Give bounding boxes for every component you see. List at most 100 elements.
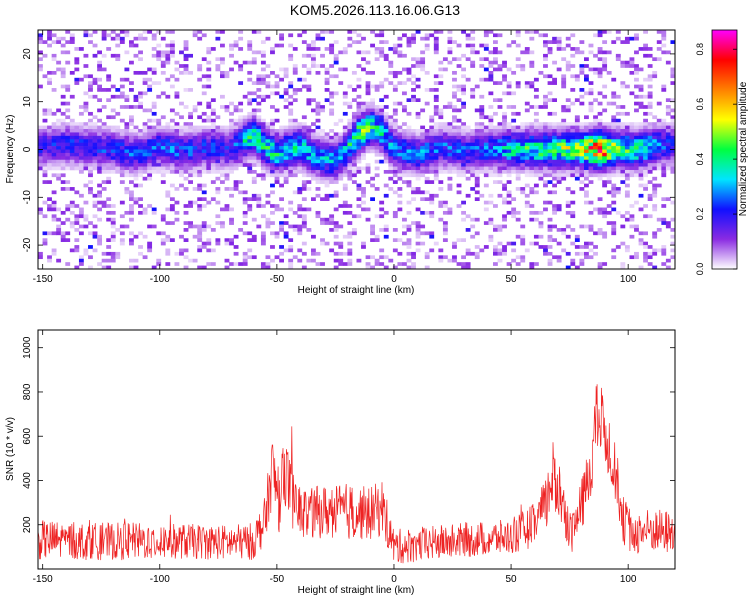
spectrogram-cell	[215, 163, 221, 167]
spectrogram-cell	[92, 234, 98, 239]
spectrogram-cell	[656, 125, 662, 130]
spectrogram-cell	[547, 173, 553, 178]
spectrogram-cell	[511, 156, 517, 161]
spectrogram-cell	[297, 258, 303, 263]
spectrogram-cell	[215, 190, 221, 195]
spectrogram-cell	[78, 214, 84, 219]
spectrogram-cell	[361, 149, 366, 154]
spectrogram-cell	[151, 169, 157, 174]
spectrogram-cell	[515, 163, 521, 167]
spectrogram-cell	[201, 33, 207, 38]
spectrogram-cell	[279, 77, 284, 82]
spectrogram-cell	[256, 142, 262, 147]
spectrogram-cell	[220, 146, 225, 150]
spectrogram-cell	[388, 47, 394, 51]
spectrogram-cell	[429, 152, 435, 157]
spectrogram-cell	[183, 47, 189, 51]
spectrogram-cell	[165, 262, 171, 266]
spectrogram-cell	[97, 77, 102, 82]
spectrogram-cell	[438, 180, 444, 184]
spectrogram-cell	[315, 176, 321, 181]
spectrogram-cell	[183, 129, 189, 133]
spectrogram-cell	[74, 122, 80, 126]
spectrogram-cell	[101, 135, 107, 140]
spectrogram-cell	[60, 84, 66, 89]
spectrogram-cell	[311, 142, 316, 147]
spectrogram-cell	[97, 234, 102, 239]
spectrogram-cell	[402, 149, 407, 154]
spectrogram-cell	[424, 190, 430, 195]
spectrogram-cell	[183, 210, 189, 215]
spectrogram-cell	[188, 163, 193, 167]
spectrogram-cell	[329, 173, 335, 178]
spectrogram-cell	[306, 207, 312, 212]
spectrogram-cell	[433, 105, 439, 109]
spectrogram-cell	[119, 166, 125, 171]
spectrogram-cell	[56, 166, 62, 171]
spectrogram-cell	[165, 142, 171, 147]
x-tick-label: 100	[620, 574, 637, 585]
spectrogram-cell	[538, 169, 544, 174]
spectrogram-cell	[97, 200, 102, 205]
spectrogram-cell	[624, 40, 630, 44]
spectrogram-cell	[643, 156, 648, 161]
spectrogram-cell	[83, 217, 89, 222]
spectrogram-cell	[538, 105, 544, 109]
spectrogram-cell	[584, 245, 589, 249]
spectrogram-cell	[47, 258, 52, 263]
spectrogram-cell	[438, 122, 444, 126]
spectrogram-cell	[515, 125, 521, 130]
spectrogram-cell	[524, 81, 530, 85]
spectrogram-cell	[406, 156, 412, 161]
spectrogram-cell	[283, 146, 289, 150]
spectrogram-cell	[447, 60, 453, 65]
spectrogram-cell	[493, 47, 498, 51]
spectrogram-cell	[301, 152, 307, 157]
spectrogram-cell	[142, 108, 148, 113]
spectrogram-cell	[524, 135, 530, 140]
spectrogram-cell	[229, 156, 234, 161]
spectrogram-cell	[356, 183, 362, 188]
spectrogram-cell	[97, 193, 102, 198]
spectrogram-cell	[65, 180, 71, 184]
spectrogram-cell	[584, 57, 589, 62]
spectrogram-cell	[402, 139, 407, 143]
spectrogram-cell	[538, 135, 544, 140]
spectrogram-cell	[420, 156, 426, 161]
spectrogram-cell	[611, 255, 617, 260]
spectrogram-cell	[392, 210, 398, 215]
spectrogram-cell	[429, 231, 435, 236]
spectrogram-cell	[320, 176, 325, 181]
spectrogram-cell	[333, 173, 339, 178]
spectrogram-cell	[515, 210, 521, 215]
spectrogram-cell	[138, 139, 143, 143]
spectrogram-cell	[210, 118, 216, 123]
spectrogram-cell	[506, 81, 512, 85]
spectrogram-cell	[652, 193, 658, 198]
spectrogram-cell	[438, 163, 444, 167]
spectrogram-cell	[547, 190, 553, 195]
y-tick-label: 800	[22, 383, 33, 400]
spectrogram-cell	[402, 217, 407, 222]
spectrogram-cell	[552, 132, 557, 137]
spectrogram-cell	[256, 149, 262, 154]
spectrogram-cell	[329, 214, 335, 219]
spectrogram-cell	[515, 129, 521, 133]
spectrogram-cell	[388, 118, 394, 123]
spectrogram-cell	[265, 255, 271, 260]
spectrogram-cell	[311, 43, 316, 48]
spectrogram-cell	[661, 204, 667, 208]
spectrogram-cell	[333, 60, 339, 65]
spectrogram-cell	[215, 159, 221, 164]
spectrogram-cell	[233, 234, 239, 239]
spectrogram-cell	[411, 152, 416, 157]
spectrogram-cell	[329, 180, 335, 184]
spectrogram-cell	[238, 115, 244, 120]
spectrogram-cell	[69, 221, 75, 225]
spectrogram-cell	[233, 159, 239, 164]
spectrogram-cell	[402, 231, 407, 236]
spectrogram-cell	[470, 173, 476, 178]
spectrogram-cell	[124, 142, 130, 147]
spectrogram-cell	[51, 204, 57, 208]
spectrogram-cell	[615, 190, 621, 195]
